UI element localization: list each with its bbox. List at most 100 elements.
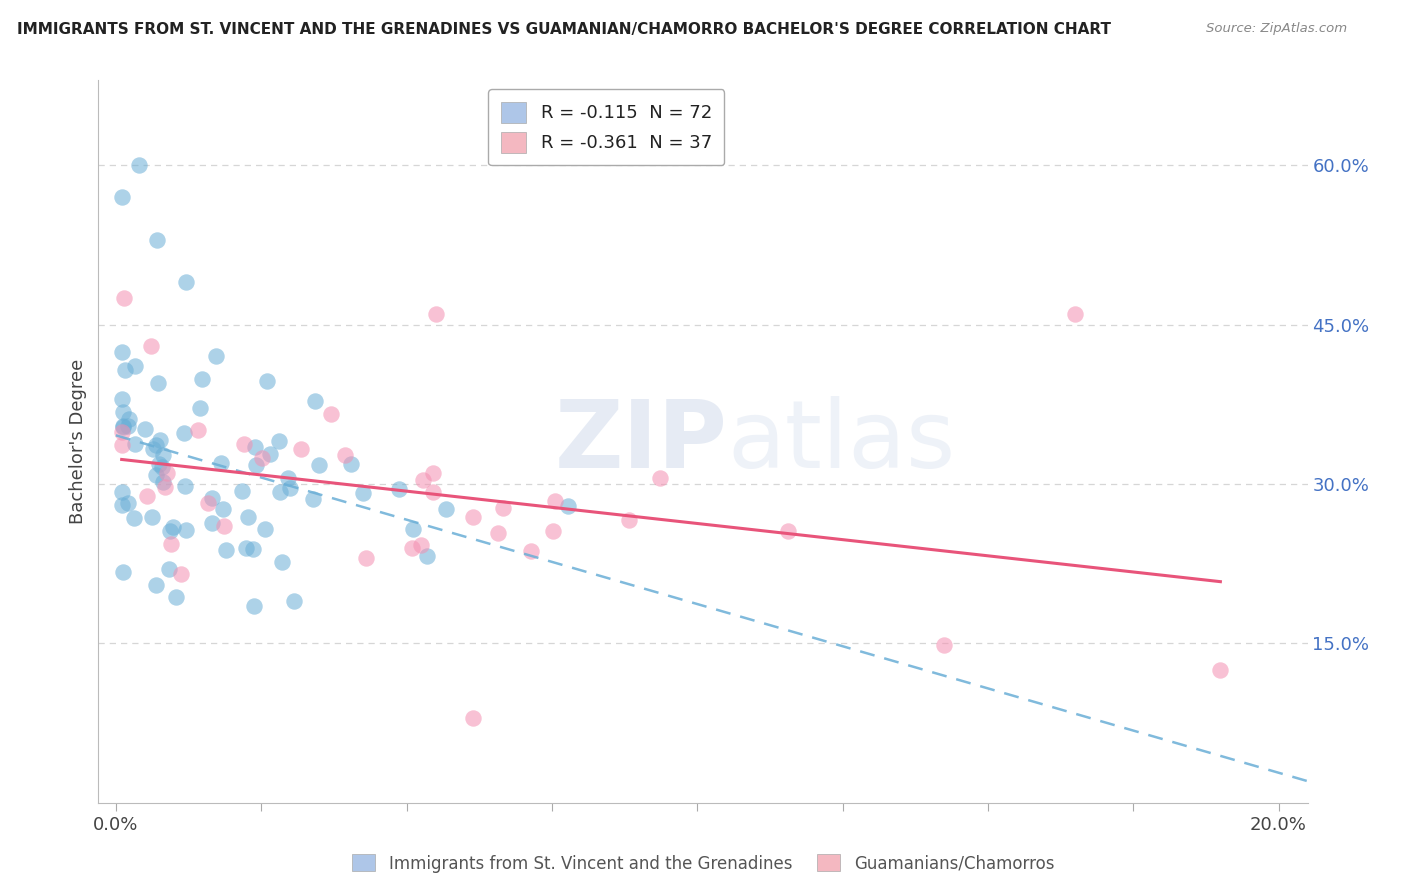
Point — [308, 458, 330, 472]
Point — [118, 411, 141, 425]
Point — [233, 437, 256, 451]
Text: IMMIGRANTS FROM ST. VINCENT AND THE GRENADINES VS GUAMANIAN/CHAMORRO BACHELOR'S : IMMIGRANTS FROM ST. VINCENT AND THE GREN… — [17, 22, 1111, 37]
Point — [111, 392, 134, 406]
Point — [416, 549, 439, 563]
Point — [335, 448, 357, 462]
Point — [111, 405, 134, 419]
Point — [112, 292, 135, 306]
Point — [492, 500, 515, 515]
Point — [544, 493, 567, 508]
Point — [434, 501, 457, 516]
Point — [235, 541, 257, 555]
Legend: R = -0.115  N = 72, R = -0.361  N = 37: R = -0.115 N = 72, R = -0.361 N = 37 — [488, 89, 724, 165]
Point — [134, 422, 156, 436]
Point — [111, 344, 134, 359]
Point — [139, 339, 162, 353]
Point — [354, 550, 377, 565]
Point — [402, 522, 425, 536]
Point — [111, 438, 134, 452]
Point — [111, 498, 134, 512]
Point — [152, 448, 174, 462]
Point — [243, 440, 266, 454]
Point — [271, 555, 294, 569]
Point — [152, 475, 174, 490]
Point — [148, 376, 170, 391]
Point — [519, 543, 541, 558]
Point — [153, 480, 176, 494]
Point — [122, 510, 145, 524]
Y-axis label: Bachelor's Degree: Bachelor's Degree — [69, 359, 87, 524]
Point — [111, 485, 134, 500]
Point — [205, 349, 228, 363]
Point — [283, 593, 305, 607]
Point — [290, 442, 312, 456]
Point — [648, 470, 671, 484]
Point — [188, 401, 211, 415]
Point — [302, 491, 325, 506]
Point — [117, 495, 139, 509]
Point — [201, 516, 224, 531]
Point — [124, 359, 146, 373]
Point — [557, 499, 579, 513]
Point — [269, 484, 291, 499]
Point — [111, 425, 134, 439]
Text: ZIP: ZIP — [554, 395, 727, 488]
Point — [112, 419, 135, 434]
Point — [156, 467, 179, 481]
Point — [191, 372, 214, 386]
Point — [215, 543, 238, 558]
Point — [173, 426, 195, 441]
Point — [253, 522, 276, 536]
Point — [242, 542, 264, 557]
Point — [304, 393, 326, 408]
Point — [150, 460, 173, 475]
Point — [114, 363, 136, 377]
Point — [486, 526, 509, 541]
Point — [174, 275, 197, 289]
Point — [339, 457, 361, 471]
Point — [932, 638, 955, 652]
Point — [463, 711, 485, 725]
Point — [209, 456, 232, 470]
Point — [541, 524, 564, 538]
Point — [259, 447, 281, 461]
Point — [141, 509, 163, 524]
Point — [212, 502, 235, 516]
Point — [145, 578, 167, 592]
Point — [111, 190, 134, 204]
Point — [238, 509, 260, 524]
Point — [422, 466, 444, 480]
Point — [174, 523, 197, 537]
Point — [148, 457, 170, 471]
Point — [278, 482, 301, 496]
Point — [145, 438, 167, 452]
Point — [409, 538, 432, 552]
Point — [425, 307, 447, 321]
Point — [245, 458, 267, 472]
Point — [412, 473, 434, 487]
Point — [197, 496, 219, 510]
Point — [321, 407, 343, 421]
Text: Source: ZipAtlas.com: Source: ZipAtlas.com — [1206, 22, 1347, 36]
Point — [149, 433, 172, 447]
Point — [162, 520, 184, 534]
Point — [422, 484, 444, 499]
Point — [231, 484, 253, 499]
Point — [277, 471, 299, 485]
Point — [174, 479, 197, 493]
Point — [776, 524, 799, 539]
Point — [128, 158, 150, 172]
Point — [1209, 663, 1232, 677]
Point — [165, 590, 187, 604]
Point — [352, 485, 374, 500]
Text: atlas: atlas — [727, 395, 956, 488]
Point — [1064, 307, 1087, 321]
Point — [145, 233, 167, 247]
Point — [212, 518, 235, 533]
Point — [463, 509, 485, 524]
Point — [401, 541, 423, 556]
Point — [111, 419, 134, 434]
Point — [250, 450, 273, 465]
Point — [142, 442, 165, 457]
Point — [159, 537, 181, 551]
